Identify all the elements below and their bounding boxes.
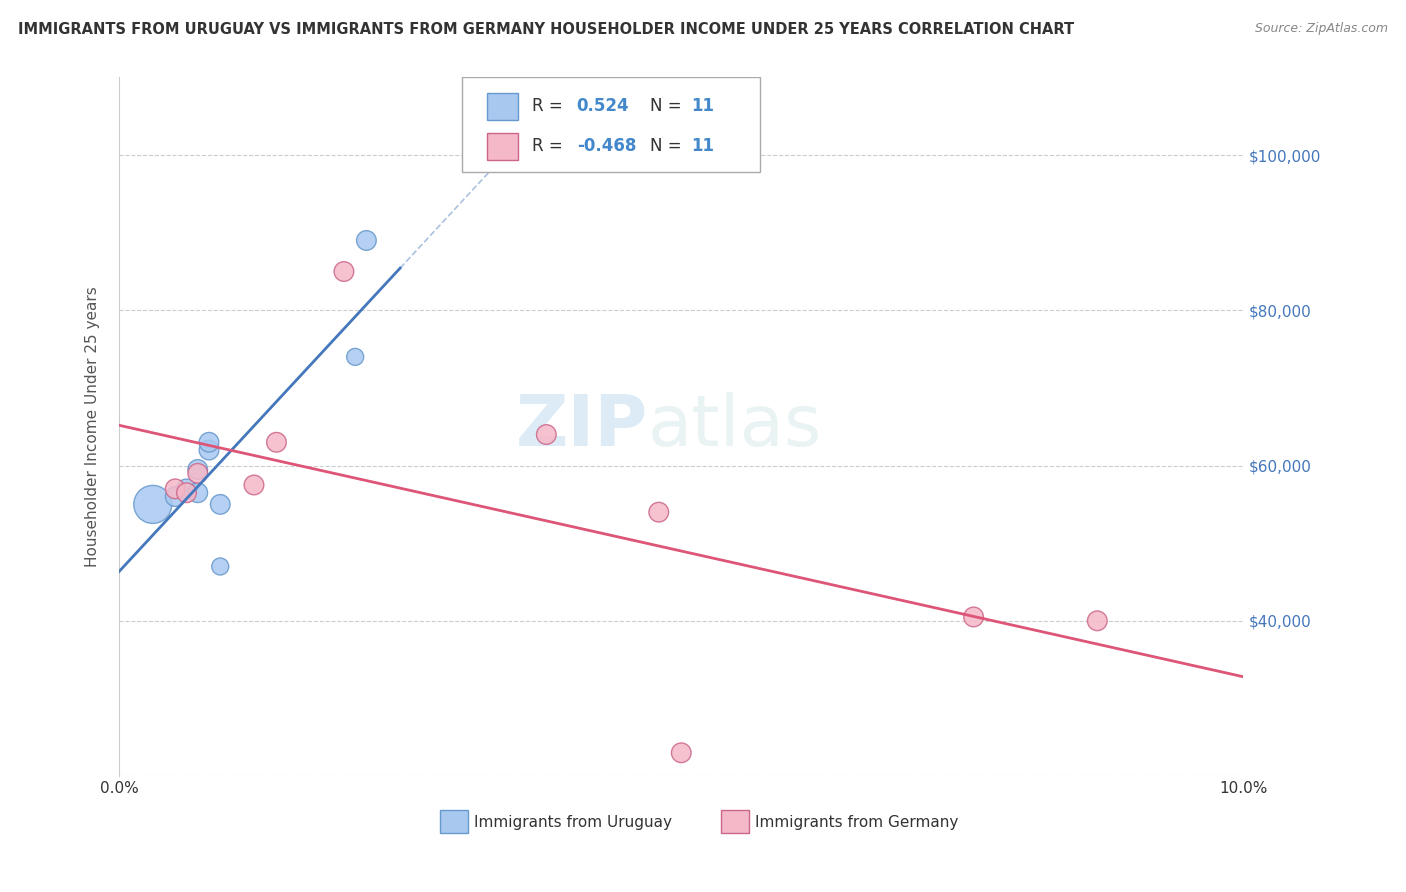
- Text: -0.468: -0.468: [576, 137, 636, 155]
- Y-axis label: Householder Income Under 25 years: Householder Income Under 25 years: [86, 286, 100, 567]
- Point: [344, 350, 367, 364]
- Point: [962, 610, 984, 624]
- Point: [333, 264, 356, 278]
- Point: [198, 443, 221, 458]
- Point: [165, 482, 187, 496]
- FancyBboxPatch shape: [486, 93, 519, 120]
- Point: [209, 559, 232, 574]
- Point: [176, 485, 198, 500]
- Point: [266, 435, 288, 450]
- Text: atlas: atlas: [648, 392, 823, 461]
- FancyBboxPatch shape: [463, 78, 761, 172]
- Text: ZIP: ZIP: [515, 392, 648, 461]
- FancyBboxPatch shape: [440, 810, 468, 833]
- Point: [536, 427, 558, 442]
- Text: IMMIGRANTS FROM URUGUAY VS IMMIGRANTS FROM GERMANY HOUSEHOLDER INCOME UNDER 25 Y: IMMIGRANTS FROM URUGUAY VS IMMIGRANTS FR…: [18, 22, 1074, 37]
- Text: Immigrants from Germany: Immigrants from Germany: [755, 815, 959, 830]
- Text: N =: N =: [650, 137, 686, 155]
- Text: N =: N =: [650, 96, 686, 115]
- Point: [243, 478, 266, 492]
- Point: [356, 234, 378, 248]
- FancyBboxPatch shape: [721, 810, 749, 833]
- Point: [176, 482, 198, 496]
- Point: [142, 497, 165, 511]
- Point: [198, 435, 221, 450]
- Point: [165, 490, 187, 504]
- Text: Source: ZipAtlas.com: Source: ZipAtlas.com: [1254, 22, 1388, 36]
- Text: R =: R =: [531, 96, 568, 115]
- Text: R =: R =: [531, 137, 568, 155]
- Point: [209, 497, 232, 511]
- Point: [187, 467, 209, 481]
- Text: 11: 11: [692, 96, 714, 115]
- Point: [648, 505, 671, 519]
- Text: 0.524: 0.524: [576, 96, 630, 115]
- FancyBboxPatch shape: [486, 134, 519, 160]
- Text: 11: 11: [692, 137, 714, 155]
- Point: [187, 485, 209, 500]
- Point: [1085, 614, 1108, 628]
- Point: [187, 462, 209, 476]
- Text: Immigrants from Uruguay: Immigrants from Uruguay: [474, 815, 672, 830]
- Point: [671, 746, 693, 760]
